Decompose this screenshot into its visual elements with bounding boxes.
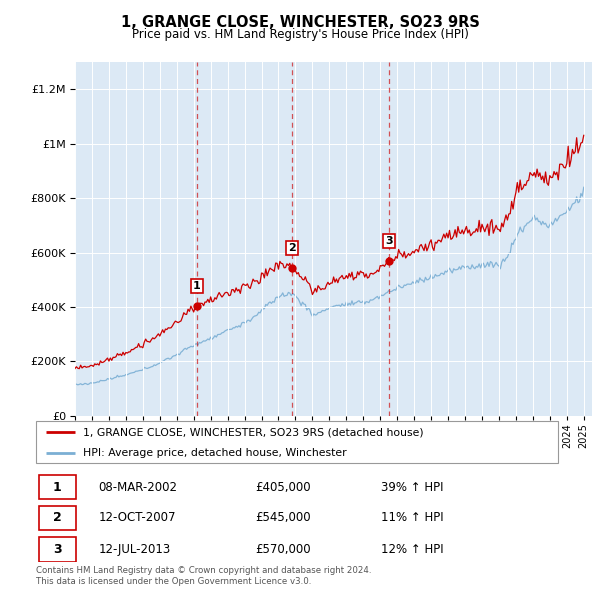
Text: 1: 1 <box>53 481 62 494</box>
Text: 12-JUL-2013: 12-JUL-2013 <box>98 543 171 556</box>
Text: £405,000: £405,000 <box>255 481 311 494</box>
Text: 1: 1 <box>193 281 201 291</box>
FancyBboxPatch shape <box>36 421 558 463</box>
Text: This data is licensed under the Open Government Licence v3.0.: This data is licensed under the Open Gov… <box>36 577 311 586</box>
FancyBboxPatch shape <box>38 537 76 562</box>
Text: 2: 2 <box>288 242 296 253</box>
Text: £545,000: £545,000 <box>255 512 311 525</box>
Text: 11% ↑ HPI: 11% ↑ HPI <box>380 512 443 525</box>
Text: £570,000: £570,000 <box>255 543 311 556</box>
Text: 3: 3 <box>53 543 62 556</box>
Text: 12-OCT-2007: 12-OCT-2007 <box>98 512 176 525</box>
Text: HPI: Average price, detached house, Winchester: HPI: Average price, detached house, Winc… <box>83 448 347 458</box>
FancyBboxPatch shape <box>38 475 76 499</box>
Text: 08-MAR-2002: 08-MAR-2002 <box>98 481 178 494</box>
Text: 12% ↑ HPI: 12% ↑ HPI <box>380 543 443 556</box>
Text: Price paid vs. HM Land Registry's House Price Index (HPI): Price paid vs. HM Land Registry's House … <box>131 28 469 41</box>
FancyBboxPatch shape <box>38 506 76 530</box>
Text: Contains HM Land Registry data © Crown copyright and database right 2024.: Contains HM Land Registry data © Crown c… <box>36 566 371 575</box>
Text: 39% ↑ HPI: 39% ↑ HPI <box>380 481 443 494</box>
Text: 2: 2 <box>53 512 62 525</box>
Text: 3: 3 <box>385 236 393 246</box>
Text: 1, GRANGE CLOSE, WINCHESTER, SO23 9RS (detached house): 1, GRANGE CLOSE, WINCHESTER, SO23 9RS (d… <box>83 427 424 437</box>
Text: 1, GRANGE CLOSE, WINCHESTER, SO23 9RS: 1, GRANGE CLOSE, WINCHESTER, SO23 9RS <box>121 15 479 30</box>
